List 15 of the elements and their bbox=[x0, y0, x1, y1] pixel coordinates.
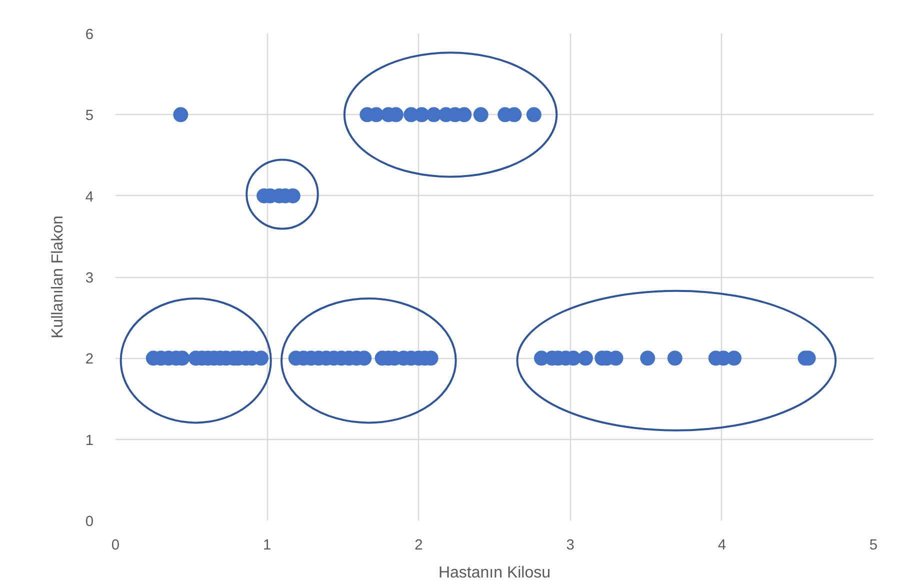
x-tick-label: 1 bbox=[263, 538, 272, 554]
y-tick-label: 3 bbox=[85, 270, 94, 286]
x-tick-label: 4 bbox=[718, 538, 726, 554]
y-tick-label: 0 bbox=[85, 514, 94, 530]
x-tick-label: 2 bbox=[414, 538, 423, 554]
y-axis-title: Kullanılan Flakon bbox=[49, 216, 66, 338]
x-tick-label: 0 bbox=[111, 538, 120, 554]
x-tick-label: 3 bbox=[566, 538, 574, 554]
x-tick-label: 5 bbox=[869, 538, 878, 554]
y-tick-label: 1 bbox=[85, 432, 94, 449]
x-axis-title: Hastanın Kilosu bbox=[438, 564, 551, 582]
y-tick-label: 4 bbox=[85, 189, 94, 206]
y-tick-label: 2 bbox=[85, 352, 94, 368]
y-tick-label: 5 bbox=[85, 108, 94, 124]
y-tick-label: 6 bbox=[85, 27, 94, 43]
